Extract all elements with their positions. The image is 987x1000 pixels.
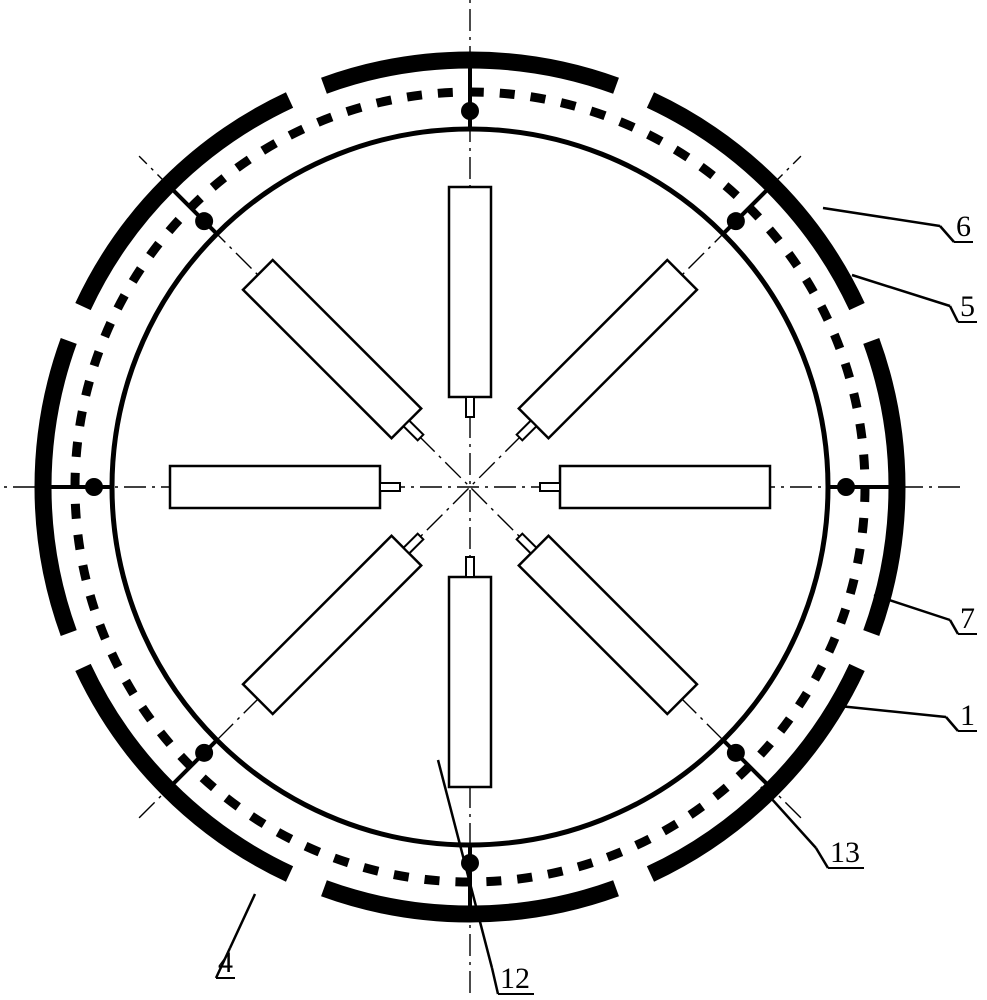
callout-1: 1 bbox=[960, 699, 975, 732]
callout-13: 13 bbox=[830, 836, 860, 869]
callout-12: 12 bbox=[500, 962, 530, 995]
diagram: 6 5 7 1 13 12 4 bbox=[0, 0, 987, 1000]
callout-5: 5 bbox=[960, 290, 975, 323]
callout-6: 6 bbox=[956, 210, 971, 243]
callout-4: 4 bbox=[218, 946, 233, 979]
callout-7: 7 bbox=[960, 602, 975, 635]
